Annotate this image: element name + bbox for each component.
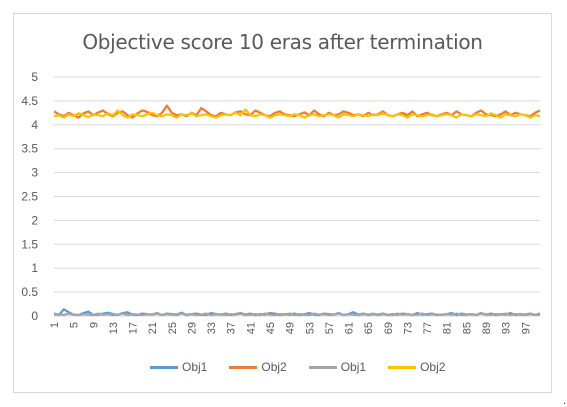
y-tick-label: 1 xyxy=(31,261,38,275)
x-tick-label: 29 xyxy=(186,322,198,334)
series-line-obj1-2 xyxy=(53,312,541,317)
y-tick-label: 4.5 xyxy=(21,94,38,108)
y-tick-label: 1.5 xyxy=(21,237,38,251)
x-tick-label: 77 xyxy=(422,322,434,334)
legend-label: Obj2 xyxy=(261,360,287,374)
x-tick-label: 85 xyxy=(461,322,473,334)
x-tick-label: 97 xyxy=(520,322,532,334)
x-tick-label: 41 xyxy=(245,322,257,334)
chart-legend: Obj1 Obj2 Obj1 Obj2 xyxy=(150,360,445,374)
y-tick-label: 2 xyxy=(31,213,38,227)
x-tick-label: 73 xyxy=(402,322,414,334)
x-tick-label: 65 xyxy=(363,322,375,334)
x-tick-label: 89 xyxy=(481,322,493,334)
legend-label: Obj1 xyxy=(340,360,367,374)
y-tick-label: 3 xyxy=(31,166,38,180)
x-tick-label: 17 xyxy=(128,322,140,334)
chart-frame xyxy=(13,13,552,393)
legend-swatch xyxy=(308,365,337,369)
x-tick-label: 5 xyxy=(69,322,81,328)
x-tick-label: 13 xyxy=(108,322,120,334)
legend-item-obj1-blue: Obj1 xyxy=(150,360,207,374)
x-tick-label: 61 xyxy=(344,322,356,334)
chart-title: Objective score 10 eras after terminatio… xyxy=(82,30,483,54)
x-tick-label: 49 xyxy=(285,322,297,334)
legend-item-obj1-gray: Obj1 xyxy=(308,360,367,374)
y-tick-label: 4 xyxy=(31,118,38,132)
x-tick-label: 9 xyxy=(88,322,100,328)
y-tick-label: 2.5 xyxy=(21,190,38,204)
x-tick-label: 57 xyxy=(324,322,336,334)
x-tick-label: 69 xyxy=(383,322,395,334)
x-tick-label: 93 xyxy=(501,322,513,334)
legend-swatch xyxy=(388,365,417,369)
x-tick-label: 33 xyxy=(206,322,218,334)
x-tick-label: 45 xyxy=(265,322,277,334)
legend-label: Obj2 xyxy=(420,360,446,374)
y-tick-label: 5 xyxy=(31,70,38,84)
x-tick-label: 53 xyxy=(304,322,316,334)
legend-label: Obj1 xyxy=(182,360,208,374)
series-line-obj2-3 xyxy=(53,108,541,119)
trailing-mark: . xyxy=(563,395,567,407)
y-tick-label: 0 xyxy=(31,309,38,323)
x-tick-label: 37 xyxy=(226,322,238,334)
x-tick-label: 1 xyxy=(49,322,61,328)
legend-item-obj2-yellow: Obj2 xyxy=(388,360,445,374)
y-tick-label: 0.5 xyxy=(21,285,38,299)
legend-swatch xyxy=(229,365,258,369)
legend-swatch xyxy=(150,365,178,369)
x-tick-label: 25 xyxy=(167,322,179,334)
x-tick-label: 21 xyxy=(147,322,159,334)
y-tick-label: 3.5 xyxy=(21,142,38,156)
legend-item-obj2-orange: Obj2 xyxy=(229,360,287,374)
x-tick-label: 81 xyxy=(442,322,454,334)
